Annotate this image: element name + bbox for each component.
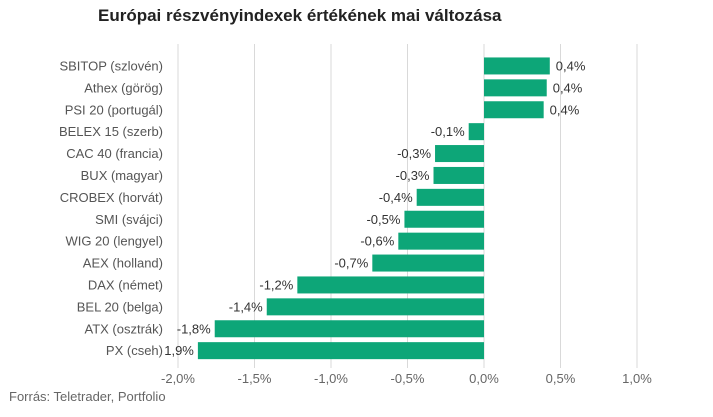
value-labels: 0,4%0,4%0,4%-0,1%-0,3%-0,3%-0,4%-0,5%-0,…: [164, 58, 586, 358]
bar: [197, 342, 484, 360]
x-tick-label: 0,0%: [469, 371, 499, 386]
value-label: -1,2%: [259, 277, 293, 292]
value-label: -0,1%: [431, 124, 465, 139]
bar: [398, 232, 484, 250]
bar: [297, 276, 484, 294]
value-label: -0,7%: [334, 256, 368, 271]
source-note: Forrás: Teletrader, Portfolio: [9, 389, 166, 404]
bar: [484, 79, 547, 97]
value-label: 0,4%: [556, 58, 586, 73]
bar: [404, 210, 484, 228]
bar: [433, 166, 484, 184]
category-label: WIG 20 (lengyel): [65, 234, 163, 249]
category-label: AEX (holland): [83, 256, 163, 271]
value-label: -0,3%: [397, 146, 431, 161]
bar: [372, 254, 484, 272]
value-label: 0,4%: [553, 80, 583, 95]
category-labels: SBITOP (szlovén) Athex (görög) PSI 20 (por…: [59, 58, 163, 358]
value-label: -0,5%: [366, 212, 400, 227]
category-label: CAC 40 (francia): [66, 146, 163, 161]
category-label: BUX (magyar): [81, 168, 163, 183]
bar: [416, 188, 484, 206]
category-label: SBITOP (szlovén): [59, 58, 163, 73]
value-label: -0,4%: [379, 190, 413, 205]
value-label: -1,4%: [229, 299, 263, 314]
x-tick-labels: -2,0% -1,5% -1,0% -0,5% 0,0% 0,5% 1,0%: [161, 371, 652, 386]
value-label: -0,3%: [396, 168, 430, 183]
category-label: BELEX 15 (szerb): [59, 124, 163, 139]
category-label: DAX (német): [88, 277, 163, 292]
x-tick-label: 0,5%: [546, 371, 576, 386]
x-tick-label: 1,0%: [622, 371, 652, 386]
x-tick-label: -1,5%: [238, 371, 272, 386]
category-label: Athex (görög): [84, 80, 163, 95]
bar: [484, 101, 544, 119]
category-label: SMI (svájci): [95, 212, 163, 227]
bar: [468, 123, 484, 141]
chart-title: Európai részvényindexek értékének mai vá…: [98, 6, 502, 25]
value-label: 0,4%: [550, 102, 580, 117]
bar: [266, 298, 484, 316]
bar: [435, 145, 484, 163]
x-tick-label: -1,0%: [314, 371, 348, 386]
bar: [214, 320, 484, 338]
x-tick-label: -2,0%: [161, 371, 195, 386]
bars: [197, 57, 550, 360]
value-label: -0,6%: [360, 234, 394, 249]
bar: [484, 57, 550, 75]
category-label: PX (cseh): [106, 343, 163, 358]
category-label: ATX (osztrák): [85, 321, 164, 336]
value-label: -1,8%: [177, 321, 211, 336]
x-tick-label: -0,5%: [391, 371, 425, 386]
value-label: 1,9%: [164, 343, 194, 358]
category-label: PSI 20 (portugál): [65, 102, 163, 117]
category-label: BEL 20 (belga): [77, 299, 163, 314]
category-label: CROBEX (horvát): [60, 190, 163, 205]
